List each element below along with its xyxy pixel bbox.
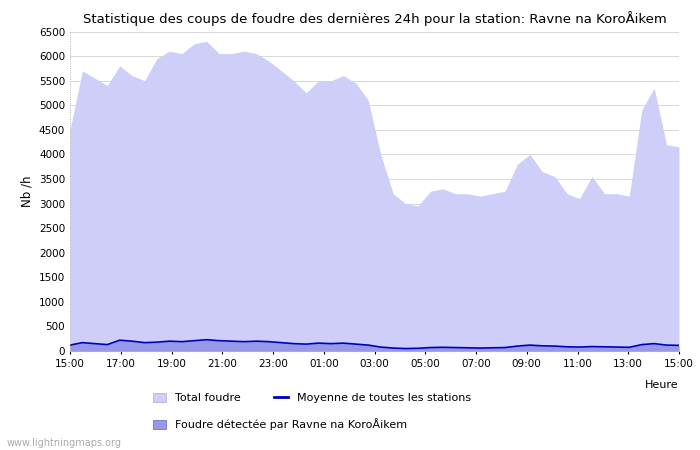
- Legend: Foudre détectée par Ravne na KoroÅikem: Foudre détectée par Ravne na KoroÅikem: [148, 414, 412, 435]
- Text: Heure: Heure: [645, 380, 679, 390]
- Text: www.lightningmaps.org: www.lightningmaps.org: [7, 438, 122, 448]
- Y-axis label: Nb /h: Nb /h: [20, 176, 34, 207]
- Title: Statistique des coups de foudre des dernières 24h pour la station: Ravne na Koro: Statistique des coups de foudre des dern…: [83, 11, 666, 26]
